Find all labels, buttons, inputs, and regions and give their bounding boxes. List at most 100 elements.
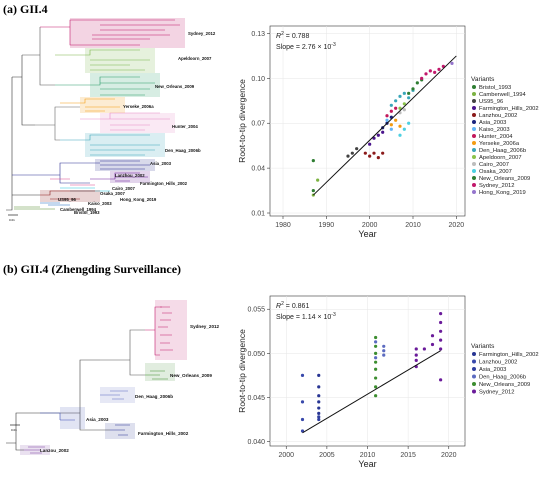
clade-label: Den_Haag_2006b (135, 394, 173, 399)
legend-swatch (472, 389, 476, 394)
data-point (407, 96, 411, 100)
y-tick-label: 0.07 (251, 121, 265, 128)
clade-label: Hong_Kong_2019 (120, 197, 157, 202)
legend-entry: Yerseke_2006a (479, 141, 520, 147)
clade-label: Den_Haag_2006b (165, 148, 201, 153)
phylogenetic-tree-b: 0.01 Sydney_2012 New_Orleans_2009 Den_Haag… (6, 300, 220, 455)
tree-a-scale-label: 0.01 (9, 218, 15, 222)
panel-a-title: (a) GII.4 (3, 2, 48, 16)
clade-label: Osaka_2007 (100, 191, 125, 196)
clade-label: Asia_2003 (150, 161, 172, 166)
clade-label: Sydney_2012 (188, 31, 216, 36)
phylogenetic-tree-a: 0.01 Sydney_2012 Apeldoorn_2007 New_Orlean… (6, 18, 216, 222)
data-point (381, 130, 385, 134)
legend-swatch (472, 162, 476, 166)
scatter-chart-a: 1980 1990 2000 2010 2020 0.01 0.04 0.07 0.10 0.13… (237, 25, 539, 239)
legend-entry: Farmington_Hills_2002 (479, 352, 539, 358)
data-point (402, 127, 406, 131)
data-point (355, 147, 359, 151)
r-squared-label: R2 = 0.861 (276, 301, 309, 310)
data-point (376, 133, 380, 137)
data-point (316, 178, 320, 182)
data-point (398, 106, 402, 110)
data-point (424, 72, 428, 76)
legend-entry: Camberwell_1994 (479, 92, 526, 98)
data-point (346, 154, 350, 158)
clade-label: Yerseke_2006a (123, 104, 154, 109)
legend-swatch (472, 134, 476, 138)
data-point (411, 87, 415, 91)
data-point (439, 320, 443, 325)
legend-swatch (472, 359, 476, 364)
slope-label: Slope = 2.76 × 10-3 (276, 42, 336, 51)
scatter-chart-b: 2000 2005 2010 2015 2020 0.040 0.045 0.050 0.055… (237, 295, 539, 469)
legend-entry: Cairo_2007 (479, 162, 509, 168)
data-point (317, 411, 321, 415)
y-tick-label: 0.040 (247, 439, 265, 446)
legend-swatch (472, 352, 476, 356)
data-point (317, 417, 321, 422)
x-tick-label: 2020 (449, 222, 465, 229)
data-point (374, 344, 378, 348)
data-point (398, 133, 402, 137)
tree-b-scale-label: 0.01 (11, 428, 17, 432)
data-point (317, 400, 321, 404)
data-point (430, 342, 435, 347)
data-point (382, 353, 386, 357)
legend-entry: Apeldoorn_2007 (479, 155, 522, 161)
clade-label: Sydney_2012 (190, 324, 220, 329)
legend-swatch (472, 367, 476, 371)
legend-entry: Lanzhou_2002 (479, 113, 517, 119)
data-point (439, 347, 443, 351)
data-point (382, 344, 386, 348)
legend-entry: Asia_2003 (479, 367, 506, 373)
legend-entry: Sydney_2012 (479, 390, 514, 396)
data-point (398, 124, 402, 128)
data-point (311, 159, 315, 163)
legend-swatch (472, 127, 476, 131)
plot-area (269, 25, 466, 217)
legend-swatch (472, 92, 476, 96)
clade-label: Lanzou_2002 (40, 448, 69, 453)
data-point (300, 400, 305, 404)
legend-entry: Kaiso_2003 (479, 127, 510, 133)
clade-label: Lanzhou_2002 (115, 173, 145, 178)
data-point (363, 151, 367, 155)
clade-label: Camberwell_1994 (60, 207, 97, 212)
legend-swatch (472, 382, 476, 386)
regression-line (312, 55, 457, 196)
data-point (374, 367, 378, 371)
legend-swatch (472, 148, 476, 152)
clade-label: Apeldoorn_2007 (178, 56, 212, 61)
data-point (428, 69, 432, 73)
legend-swatch (472, 374, 476, 379)
x-axis-label: Year (358, 229, 376, 239)
data-point (439, 312, 443, 316)
clade-label: Farmington_Hills_2002 (140, 181, 188, 186)
x-tick-label: 2020 (441, 452, 457, 459)
legend-swatch (472, 169, 476, 173)
data-point (402, 108, 406, 112)
clade-label: US95_96 (58, 197, 77, 202)
legend-entry: Asia_2003 (479, 120, 506, 126)
data-point (389, 103, 393, 107)
legend-swatch (472, 183, 476, 187)
data-point (414, 353, 418, 357)
clade-label: New_Orleans_2009 (155, 84, 195, 89)
data-point (437, 67, 441, 71)
data-point (439, 329, 443, 333)
y-tick-label: 0.045 (247, 395, 265, 402)
clade-label: Hunter_2004 (172, 124, 198, 129)
r-squared-label: R2 = 0.788 (276, 31, 309, 40)
data-point (420, 76, 424, 80)
data-point (389, 123, 393, 127)
x-tick-label: 2010 (405, 222, 421, 229)
data-point (385, 114, 389, 118)
data-point (376, 156, 380, 160)
legend-title: Variants (471, 343, 495, 350)
data-point (368, 142, 372, 146)
legend-entry: Hong_Kong_2019 (479, 190, 526, 196)
data-point (433, 70, 437, 74)
legend-entry: Osaka_2007 (479, 169, 512, 175)
data-point (381, 151, 385, 155)
